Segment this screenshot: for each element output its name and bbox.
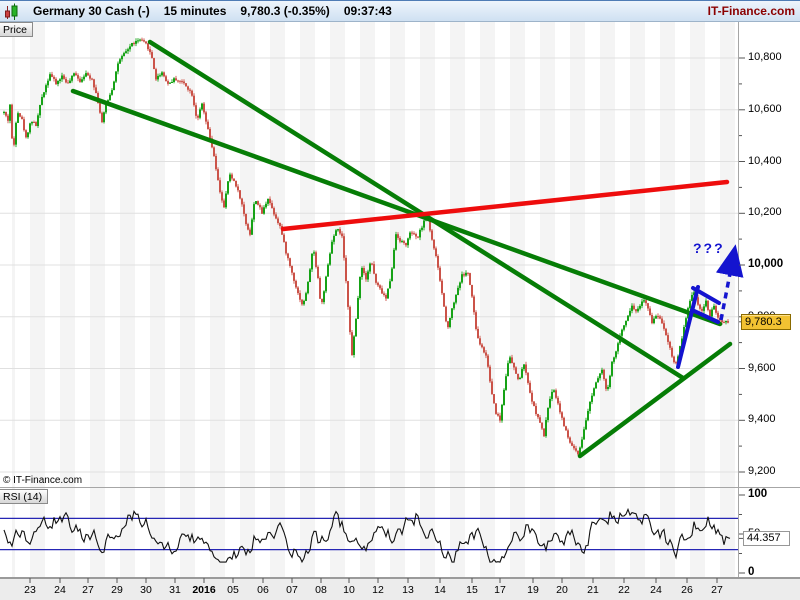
time-axis-label: 13	[402, 584, 414, 596]
time-axis-label: 22	[618, 584, 630, 596]
instrument-name: Germany 30 Cash (-)	[33, 4, 150, 18]
time-axis-label: 27	[711, 584, 723, 596]
price-axis-label: 10,800	[748, 51, 782, 63]
price-axis-label: 10,200	[748, 206, 782, 219]
time-axis-label: 06	[257, 584, 269, 596]
time-axis-label: 21	[587, 584, 599, 596]
price-axis-label: 9,200	[748, 465, 776, 477]
price-axis-label: 10,400	[748, 154, 782, 167]
candlestick-icon	[5, 3, 18, 20]
time-axis-label: 17	[494, 584, 506, 596]
price-axis[interactable]	[738, 22, 800, 578]
brand-label: IT-Finance.com	[707, 4, 795, 18]
time-axis-label: 20	[556, 584, 568, 596]
time-axis-label: 24	[54, 584, 66, 596]
time-axis-label: 05	[227, 584, 239, 596]
rsi-axis-label: 100	[748, 488, 768, 500]
timeframe-label: 15 minutes	[163, 4, 227, 18]
rsi-chart-canvas[interactable]	[0, 488, 738, 577]
copyright-watermark: © IT-Finance.com	[3, 475, 83, 486]
axis-separator	[0, 577, 800, 578]
price-chart-canvas[interactable]	[0, 22, 738, 487]
pane-separator	[0, 487, 800, 488]
time-axis-label: 19	[527, 584, 539, 596]
time-axis-label: 2016	[192, 584, 216, 596]
last-price-marker: 9,780.3	[741, 314, 791, 330]
price-pane-tab[interactable]: Price	[0, 22, 33, 37]
time-axis-label: 31	[169, 584, 181, 596]
price-axis-label: 10,600	[748, 102, 782, 115]
last-price-change: 9,780.3 (-0.35%)	[240, 4, 330, 18]
time-axis-label: 24	[650, 584, 662, 596]
time-axis-label: 30	[140, 584, 152, 596]
rsi-value-marker: 44.357	[743, 531, 790, 546]
time-axis-label: 26	[681, 584, 693, 596]
time-axis-label: 14	[434, 584, 446, 596]
time-axis-label: 15	[466, 584, 478, 596]
projection-question-annotation[interactable]: ???	[693, 240, 725, 256]
time-axis-label: 29	[111, 584, 123, 596]
price-axis-label: 9,400	[748, 413, 776, 426]
price-axis-label: 9,600	[748, 361, 776, 374]
time-axis-label: 07	[286, 584, 298, 596]
time-axis-label: 12	[372, 584, 384, 596]
time-axis-label: 27	[82, 584, 94, 596]
rsi-axis-label: 0	[748, 566, 755, 578]
chart-header-bar: Germany 30 Cash (-) 15 minutes 9,780.3 (…	[0, 0, 800, 22]
price-axis-label: 10,000	[748, 258, 784, 270]
quote-time: 09:37:43	[343, 4, 392, 18]
rsi-pane-tab[interactable]: RSI (14)	[0, 489, 49, 504]
time-axis-label: 23	[24, 584, 36, 596]
time-axis-label: 10	[343, 584, 355, 596]
time-axis-label: 08	[315, 584, 327, 596]
time-axis[interactable]	[0, 578, 800, 600]
